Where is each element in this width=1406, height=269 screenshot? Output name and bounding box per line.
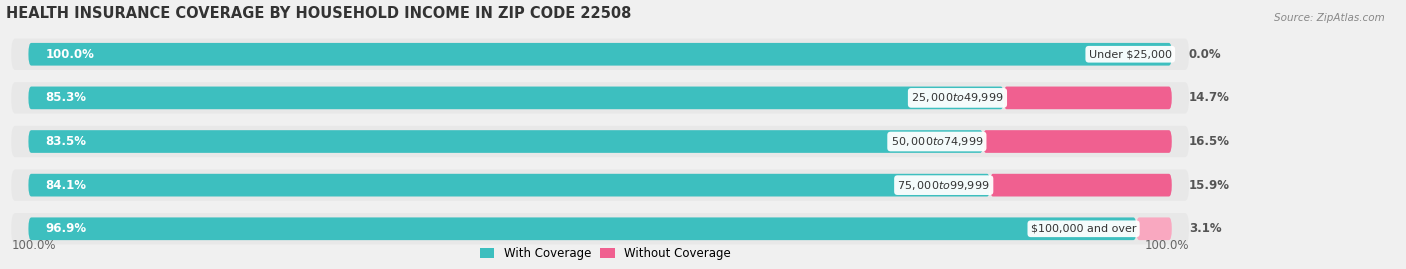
Text: 100.0%: 100.0% <box>11 239 56 252</box>
FancyBboxPatch shape <box>28 43 1171 66</box>
FancyBboxPatch shape <box>11 169 1189 201</box>
Text: 15.9%: 15.9% <box>1189 179 1230 192</box>
Text: Source: ZipAtlas.com: Source: ZipAtlas.com <box>1274 13 1385 23</box>
FancyBboxPatch shape <box>28 217 1136 240</box>
FancyBboxPatch shape <box>990 174 1171 196</box>
Text: 85.3%: 85.3% <box>45 91 87 104</box>
FancyBboxPatch shape <box>983 130 1171 153</box>
Text: $100,000 and over: $100,000 and over <box>1031 224 1136 234</box>
Text: 96.9%: 96.9% <box>45 222 87 235</box>
Text: 84.1%: 84.1% <box>45 179 87 192</box>
Text: Under $25,000: Under $25,000 <box>1088 49 1171 59</box>
Text: 3.1%: 3.1% <box>1189 222 1222 235</box>
FancyBboxPatch shape <box>28 87 1004 109</box>
FancyBboxPatch shape <box>11 213 1189 245</box>
Text: 100.0%: 100.0% <box>45 48 94 61</box>
FancyBboxPatch shape <box>28 130 983 153</box>
FancyBboxPatch shape <box>11 82 1189 114</box>
FancyBboxPatch shape <box>28 174 990 196</box>
Text: $25,000 to $49,999: $25,000 to $49,999 <box>911 91 1004 104</box>
FancyBboxPatch shape <box>1136 217 1171 240</box>
Text: 14.7%: 14.7% <box>1189 91 1230 104</box>
Text: 0.0%: 0.0% <box>1189 48 1222 61</box>
Text: $75,000 to $99,999: $75,000 to $99,999 <box>897 179 990 192</box>
Text: HEALTH INSURANCE COVERAGE BY HOUSEHOLD INCOME IN ZIP CODE 22508: HEALTH INSURANCE COVERAGE BY HOUSEHOLD I… <box>6 6 631 20</box>
Text: 100.0%: 100.0% <box>1144 239 1189 252</box>
Text: $50,000 to $74,999: $50,000 to $74,999 <box>890 135 983 148</box>
Text: 16.5%: 16.5% <box>1189 135 1230 148</box>
Legend: With Coverage, Without Coverage: With Coverage, Without Coverage <box>475 243 735 265</box>
FancyBboxPatch shape <box>11 38 1189 70</box>
Text: 83.5%: 83.5% <box>45 135 87 148</box>
FancyBboxPatch shape <box>1004 87 1171 109</box>
FancyBboxPatch shape <box>11 126 1189 157</box>
